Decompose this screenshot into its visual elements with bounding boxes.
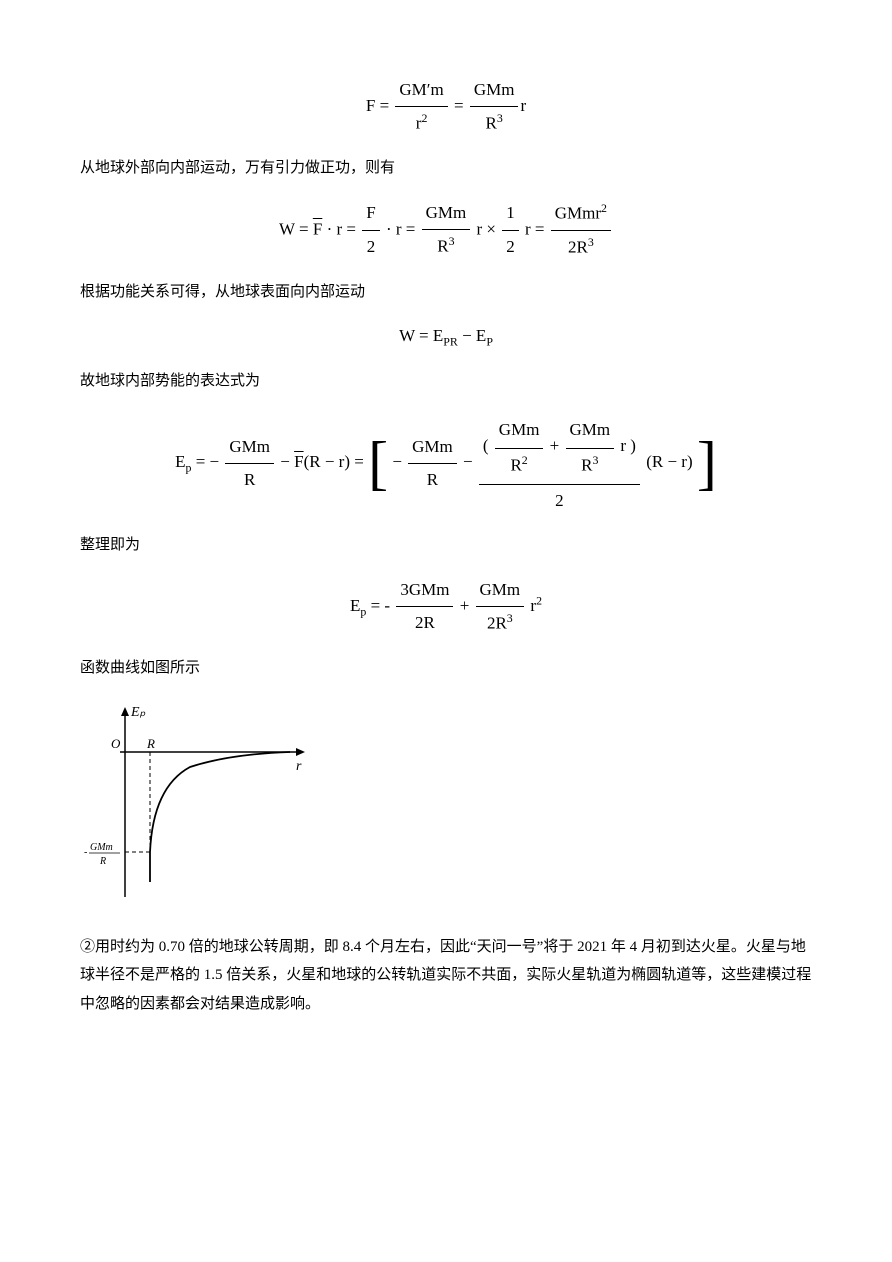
para-2: 根据功能关系可得，从地球表面向内部运动 bbox=[80, 278, 812, 307]
svg-text:R: R bbox=[99, 856, 106, 867]
para-4: 整理即为 bbox=[80, 531, 812, 560]
energy-graph: Eₚ r O R -GMm R bbox=[80, 702, 812, 913]
svg-text:R: R bbox=[146, 736, 155, 751]
equation-3: W = EPR − EP bbox=[80, 320, 812, 353]
right-bracket-icon: ] bbox=[697, 434, 717, 492]
eq1-rhs: GMm R3 bbox=[470, 74, 519, 140]
eq1-lhs: F bbox=[366, 96, 375, 115]
para-1: 从地球外部向内部运动，万有引力做正功，则有 bbox=[80, 154, 812, 183]
equation-1: F = GM′m r2 = GMm R3 r bbox=[80, 74, 812, 140]
svg-text:r: r bbox=[296, 759, 302, 774]
para-6: ②用时约为 0.70 倍的地球公转周期，即 8.4 个月左右，因此“天问一号”将… bbox=[80, 933, 812, 1019]
equation-5: Ep = - 3GMm2R + GMm2R3 r2 bbox=[80, 574, 812, 640]
eq1-mid: GM′m r2 bbox=[395, 74, 447, 140]
graph-svg: Eₚ r O R -GMm R bbox=[80, 702, 310, 902]
svg-text:O: O bbox=[111, 736, 121, 751]
para-3: 故地球内部势能的表达式为 bbox=[80, 367, 812, 396]
para-5: 函数曲线如图所示 bbox=[80, 654, 812, 683]
equation-4: Ep = − GMmR − F(R − r) = [ − GMmR − ( GM… bbox=[80, 410, 812, 518]
equation-2: W = F · r = F2 · r = GMmR3 r × 12 r = GM… bbox=[80, 197, 812, 264]
left-bracket-icon: [ bbox=[368, 434, 388, 492]
svg-text:-: - bbox=[84, 847, 87, 858]
svg-text:GMm: GMm bbox=[90, 842, 113, 853]
svg-text:Eₚ: Eₚ bbox=[130, 705, 146, 720]
